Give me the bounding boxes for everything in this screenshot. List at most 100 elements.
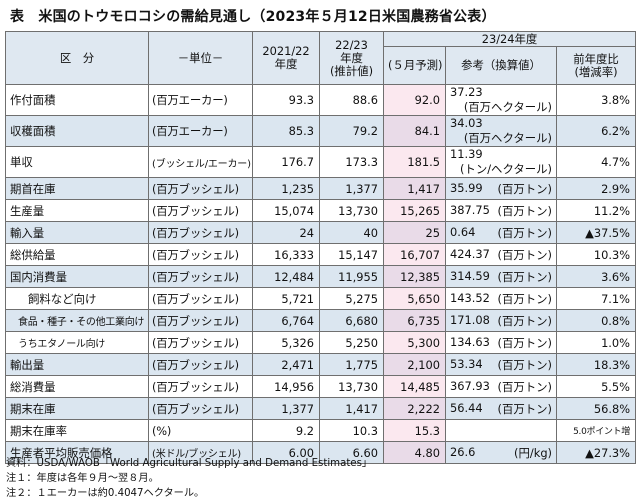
row-reference-unit: (百万トン) [497,313,552,328]
row-value-2021-22: 93.3 [252,84,320,116]
row-reference: 143.52 (百万トン) [445,287,557,310]
row-unit: (百万ブッシェル) [148,221,253,244]
row-reference-unit: (百万トン) [497,203,552,218]
row-reference-value: 26.6 [450,444,476,459]
row-reference [445,419,557,442]
row-yoy-change: 11.2% [555,199,637,222]
row-value-2021-22: 14,956 [252,375,320,398]
supply-demand-table: 区 分 －単位－ 2021/22 年度 22/23 年度 (推計値) 23/24… [5,31,637,464]
row-value-2021-22: 24 [252,221,320,244]
header-yoy-change: 前年度比 (増減率) [555,46,637,85]
row-value-may-forecast: 16,707 [383,243,446,266]
row-value-2022-23: 13,730 [319,375,384,398]
row-value-2022-23: 1,775 [319,353,384,376]
row-yoy-change: 6.2% [555,115,637,147]
row-value-may-forecast: 181.5 [383,146,446,178]
row-reference-unit: (百万トン) [497,357,552,372]
row-value-may-forecast: 4.80 [383,441,446,464]
row-yoy-change: 5.5% [555,375,637,398]
row-value-may-forecast: 2,100 [383,353,446,376]
table-title: 表 米国のトウモロコシの需給見通し（2023年５月12日米国農務省公表） [10,9,496,25]
row-reference-value: 34.03 [450,116,483,131]
row-reference-value: 56.44 [450,400,483,415]
row-reference-value: 424.37 [450,246,490,261]
row-value-2022-23: 173.3 [319,146,384,178]
row-value-may-forecast: 15,265 [383,199,446,222]
row-value-2022-23: 1,377 [319,177,384,200]
row-reference-unit: (百万トン) [497,225,552,240]
row-value-may-forecast: 1,417 [383,177,446,200]
row-value-2022-23: 13,730 [319,199,384,222]
row-value-2022-23: 5,275 [319,287,384,310]
row-value-may-forecast: 2,222 [383,397,446,420]
row-unit: (百万エーカー) [148,84,253,116]
row-unit: (百万エーカー) [148,115,253,147]
table-row: 作付面積 (百万エーカー) 93.3 88.6 92.0 37.23 (百万ヘクタール) 3.… [5,84,637,116]
row-item-label: 生産量 [5,199,149,222]
row-reference-value: 0.64 [450,224,476,239]
table-row: 国内消費量 (百万ブッシェル) 12,484 11,955 12,385 314.59 (百… [5,265,637,288]
row-yoy-change: 1.0% [555,331,637,354]
row-value-may-forecast: 6,735 [383,309,446,332]
table-row: 輸入量 (百万ブッシェル) 24 40 25 0.64 (百万トン) ▲37.5% [5,221,637,244]
row-value-may-forecast: 14,485 [383,375,446,398]
table-row: 飼料など向け (百万ブッシェル) 5,721 5,275 5,650 143.52 (百万ト… [5,287,637,310]
row-reference: 367.93 (百万トン) [445,375,557,398]
header-2023-24-group: 23/24年度 [382,31,637,47]
row-value-2022-23: 88.6 [319,84,384,116]
row-value-2021-22: 9.2 [252,419,320,442]
row-reference-value: 387.75 [450,202,490,217]
row-yoy-change: 10.3% [555,243,637,266]
table-row: 単収 (ブッシェル/エーカー) 176.7 173.3 181.5 11.39 (トン/ヘク… [5,146,637,178]
row-value-may-forecast: 92.0 [383,84,446,116]
row-reference-value: 314.59 [450,268,490,283]
header-reference: 参考（換算値） [445,46,557,85]
table-row: うちエタノール向け (百万ブッシェル) 5,326 5,250 5,300 134.63 (… [5,331,637,354]
row-value-may-forecast: 25 [383,221,446,244]
row-reference-unit: (百万トン) [497,401,552,416]
row-reference-unit: (百万トン) [497,247,552,262]
row-item-label: 食品・種子・その他工業向け [5,309,149,332]
header-may-forecast: (５月予測) [383,46,446,85]
note-1: 注１：年度は各年９月～翌８月。 [6,473,159,484]
row-value-2021-22: 176.7 [252,146,320,178]
row-value-2021-22: 15,074 [252,199,320,222]
row-yoy-change: 56.8% [555,397,637,420]
row-unit: (ブッシェル/エーカー) [148,146,253,178]
row-value-2021-22: 2,471 [252,353,320,376]
row-value-2021-22: 85.3 [252,115,320,147]
row-value-2021-22: 5,721 [252,287,320,310]
row-item-label: 期末在庫 [5,397,149,420]
header-2021-22: 2021/22 年度 [252,31,320,85]
table-row: 生産者平均販売価格 (米ドル/ブッシェル) 6.00 6.60 4.80 26.6 (円/k… [5,441,637,464]
table-body: 作付面積 (百万エーカー) 93.3 88.6 92.0 37.23 (百万ヘクタール) 3.… [5,84,637,464]
row-item-label: 輸出量 [5,353,149,376]
row-reference-unit: (百万ヘクタール) [463,131,552,145]
row-value-2021-22: 1,377 [252,397,320,420]
row-value-2022-23: 10.3 [319,419,384,442]
row-reference-value: 37.23 [450,85,483,100]
row-reference-value: 367.93 [450,378,490,393]
row-value-2021-22: 5,326 [252,331,320,354]
row-reference: 11.39 (トン/ヘクタール) [445,146,557,178]
row-reference: 387.75 (百万トン) [445,199,557,222]
row-value-2021-22: 1,235 [252,177,320,200]
row-value-2021-22: 16,333 [252,243,320,266]
table-row: 期末在庫率 (%) 9.2 10.3 15.3 5.0ポイント増 [5,419,637,442]
row-value-2021-22: 6,764 [252,309,320,332]
row-reference-value: 53.34 [450,356,483,371]
row-reference-unit: (百万ヘクタール) [463,100,552,114]
row-reference-unit: (百万トン) [497,379,552,394]
row-value-may-forecast: 5,300 [383,331,446,354]
row-reference-unit: (百万トン) [497,291,552,306]
row-value-2021-22: 12,484 [252,265,320,288]
row-reference-value: 134.63 [450,334,490,349]
row-unit: (百万ブッシェル) [148,199,253,222]
row-yoy-change: 3.6% [555,265,637,288]
row-reference: 134.63 (百万トン) [445,331,557,354]
row-value-2022-23: 15,147 [319,243,384,266]
row-value-may-forecast: 84.1 [383,115,446,147]
row-reference-unit: (百万トン) [497,181,552,196]
row-reference-unit: (トン/ヘクタール) [459,162,552,176]
row-unit: (百万ブッシェル) [148,309,253,332]
